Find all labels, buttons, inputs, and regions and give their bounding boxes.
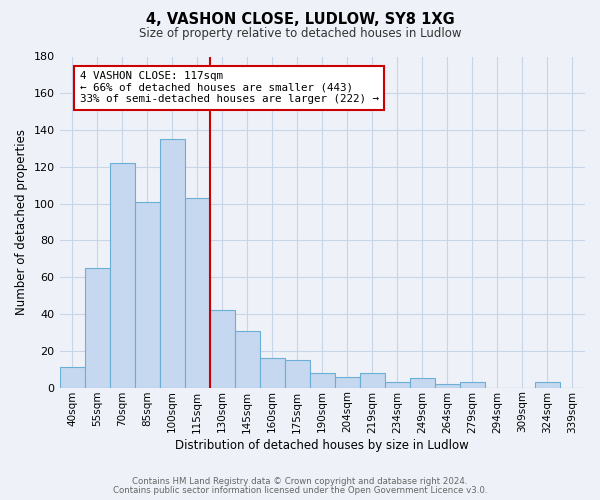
Bar [385, 382, 410, 388]
Text: 4, VASHON CLOSE, LUDLOW, SY8 1XG: 4, VASHON CLOSE, LUDLOW, SY8 1XG [146, 12, 454, 28]
Bar [235, 330, 260, 388]
Bar [285, 360, 310, 388]
X-axis label: Distribution of detached houses by size in Ludlow: Distribution of detached houses by size … [175, 440, 469, 452]
Bar [85, 268, 110, 388]
Bar [360, 373, 385, 388]
Bar [110, 163, 134, 388]
Bar [209, 310, 235, 388]
Bar [134, 202, 160, 388]
Bar [310, 373, 335, 388]
Text: 4 VASHON CLOSE: 117sqm
← 66% of detached houses are smaller (443)
33% of semi-de: 4 VASHON CLOSE: 117sqm ← 66% of detached… [80, 71, 379, 104]
Text: Contains public sector information licensed under the Open Government Licence v3: Contains public sector information licen… [113, 486, 487, 495]
Text: Contains HM Land Registry data © Crown copyright and database right 2024.: Contains HM Land Registry data © Crown c… [132, 477, 468, 486]
Bar [410, 378, 435, 388]
Bar [260, 358, 285, 388]
Bar [185, 198, 209, 388]
Bar [335, 376, 360, 388]
Y-axis label: Number of detached properties: Number of detached properties [15, 129, 28, 315]
Bar [59, 368, 85, 388]
Bar [435, 384, 460, 388]
Text: Size of property relative to detached houses in Ludlow: Size of property relative to detached ho… [139, 28, 461, 40]
Bar [535, 382, 560, 388]
Bar [160, 140, 185, 388]
Bar [460, 382, 485, 388]
